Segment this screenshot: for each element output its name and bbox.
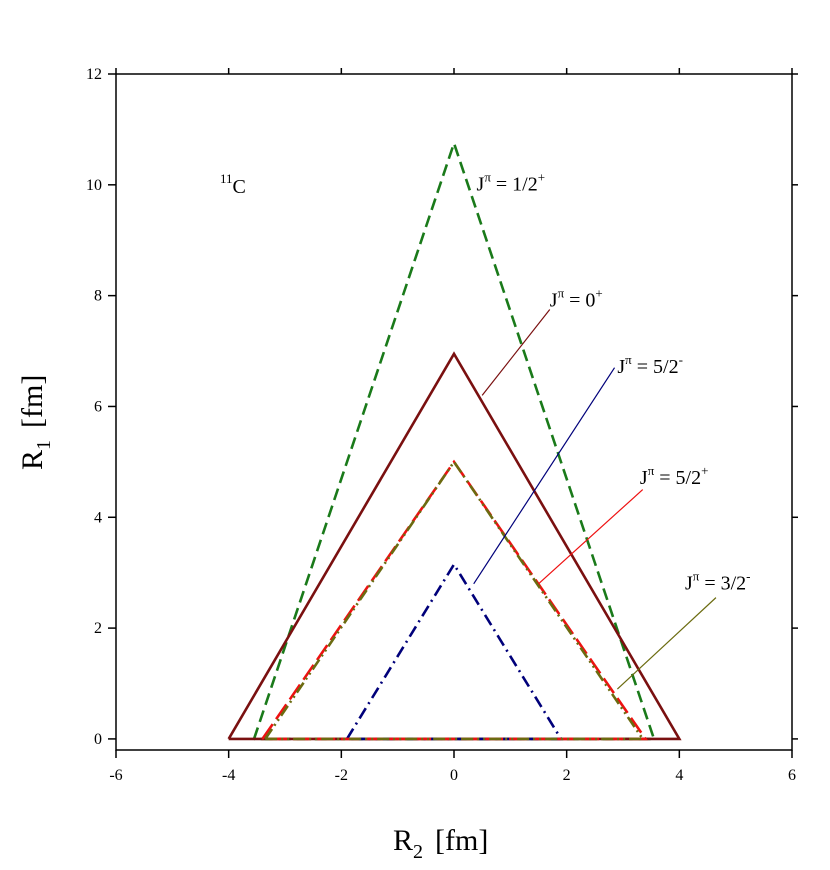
y-tick-label: 0 <box>94 731 102 748</box>
series-line-1 <box>227 351 682 741</box>
series-label: Jπ = 1/2+ <box>477 169 546 195</box>
y-tick-label: 10 <box>86 177 102 194</box>
nucleus-label: 11C <box>220 171 246 198</box>
y-axis-title: R1[fm] <box>16 375 55 470</box>
y-tick-label: 6 <box>94 398 102 415</box>
x-tick-label: 2 <box>563 767 571 784</box>
y-tick-label: 4 <box>94 509 102 526</box>
x-tick-label: 0 <box>450 767 458 784</box>
plot-area <box>115 73 793 751</box>
series-label-leader <box>538 489 644 585</box>
y-tick-label: 12 <box>86 66 102 83</box>
series-label-leader <box>473 367 616 585</box>
y-tick-label: 2 <box>94 620 102 637</box>
series-line-2 <box>345 561 564 741</box>
series-label: Jπ = 3/2- <box>685 568 751 594</box>
x-tick-label: 4 <box>675 767 683 784</box>
series-line-3 <box>261 459 649 741</box>
x-tick-label: 6 <box>788 767 796 784</box>
series-label: Jπ = 0+ <box>550 286 603 312</box>
series-label: Jπ = 5/2- <box>617 352 683 378</box>
series-label-leader <box>616 597 717 690</box>
series-line-0 <box>252 139 656 741</box>
series-label-leader <box>481 309 551 396</box>
x-axis-title: R2 [fm] <box>393 824 488 863</box>
series-line-4 <box>264 459 646 741</box>
x-tick-label: -2 <box>335 767 348 784</box>
y-tick-label: 8 <box>94 288 102 305</box>
x-tick-label: -6 <box>109 767 122 784</box>
x-tick-label: -4 <box>222 767 235 784</box>
series-label: Jπ = 5/2+ <box>640 463 709 489</box>
